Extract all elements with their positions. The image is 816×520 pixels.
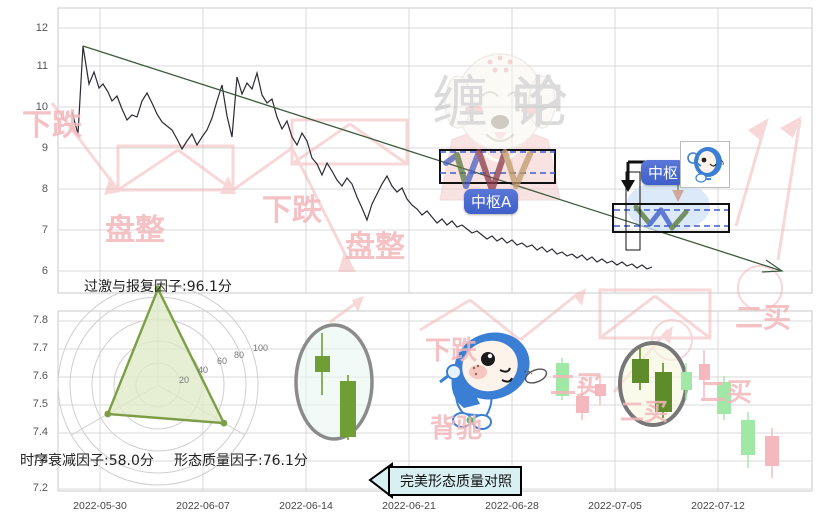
pivot-a-label[interactable]: 中枢A bbox=[464, 189, 519, 214]
watermark-2: 下跌 bbox=[262, 193, 322, 228]
y-axis-candle-76: 7.6 bbox=[32, 370, 48, 382]
candle-group-light bbox=[556, 350, 779, 478]
x-axis-label-0: 2022-05-30 bbox=[73, 500, 127, 512]
pivot-b-label[interactable]: 中枢 bbox=[641, 160, 686, 185]
watermark-4: 二买 bbox=[735, 301, 792, 334]
y-axis-candle-77: 7.7 bbox=[32, 342, 48, 354]
watermark-9: 二买 bbox=[620, 398, 668, 426]
y-axis-candle-75: 7.5 bbox=[32, 398, 48, 410]
y-axis-price-6: 6 bbox=[41, 265, 48, 277]
x-axis-label-6: 2022-07-12 bbox=[691, 500, 745, 512]
radar-caption-bottom-left: 时序衰减因子:58.0分 bbox=[20, 453, 154, 469]
y-axis-price-8: 8 bbox=[41, 183, 48, 195]
x-axis-label-1: 2022-06-07 bbox=[176, 500, 230, 512]
watermark-7: 二买 bbox=[550, 371, 603, 401]
brand-watermark-text: 缠 bbox=[432, 71, 488, 136]
svg-text:论: 论 bbox=[512, 71, 568, 136]
x-axis-label-2: 2022-06-14 bbox=[279, 500, 333, 512]
radar-polygon bbox=[106, 285, 226, 425]
radar-caption-top: 过激与报复因子:96.1分 bbox=[84, 279, 232, 295]
watermark-0: 下跌 bbox=[22, 108, 82, 143]
mascot-thumbnail-icon bbox=[687, 147, 724, 183]
watermark-6: 背驰 bbox=[430, 414, 483, 444]
x-axis-label-3: 2022-06-21 bbox=[382, 500, 436, 512]
radar-tick-100: 100 bbox=[253, 343, 269, 353]
x-axis-label-5: 2022-07-05 bbox=[588, 500, 642, 512]
candle-group-1 bbox=[315, 333, 356, 440]
radar-caption-bottom-right: 形态质量因子:76.1分 bbox=[174, 453, 308, 469]
y-axis-price-12: 12 bbox=[35, 22, 48, 34]
candle-group-2 bbox=[632, 348, 672, 418]
watermark-8: 二买 bbox=[700, 378, 753, 408]
y-axis-candle-74: 7.4 bbox=[32, 426, 48, 438]
x-axis-label-4: 2022-06-28 bbox=[485, 500, 539, 512]
svg-text:中: 中 bbox=[510, 71, 566, 136]
trendline bbox=[82, 45, 783, 272]
y-axis-price-7: 7 bbox=[41, 224, 48, 236]
y-axis-price-11: 11 bbox=[36, 60, 48, 72]
radar-tick-60: 60 bbox=[217, 356, 228, 366]
y-axis-candle-78: 7.8 bbox=[32, 314, 48, 326]
y-axis-price-9: 9 bbox=[41, 142, 48, 154]
y-axis-price-10: 10 bbox=[35, 101, 48, 113]
radar-tick-20: 20 bbox=[179, 375, 190, 385]
y-axis-candle-73: 7.3 bbox=[32, 454, 48, 466]
radar-tick-40: 40 bbox=[198, 365, 209, 375]
radar-tick-80: 80 bbox=[234, 350, 245, 360]
mascot-thumbnail[interactable] bbox=[680, 141, 730, 188]
y-axis-candle-72: 7.2 bbox=[32, 482, 48, 494]
watermark-3: 盘整 bbox=[345, 230, 405, 265]
pivot-b-box bbox=[612, 203, 730, 233]
watermark-1: 盘整 bbox=[105, 213, 165, 248]
callout-label[interactable]: 完美形态质量对照 bbox=[388, 466, 522, 496]
watermark-5: 下跌 bbox=[425, 336, 478, 366]
price-line bbox=[71, 45, 653, 270]
